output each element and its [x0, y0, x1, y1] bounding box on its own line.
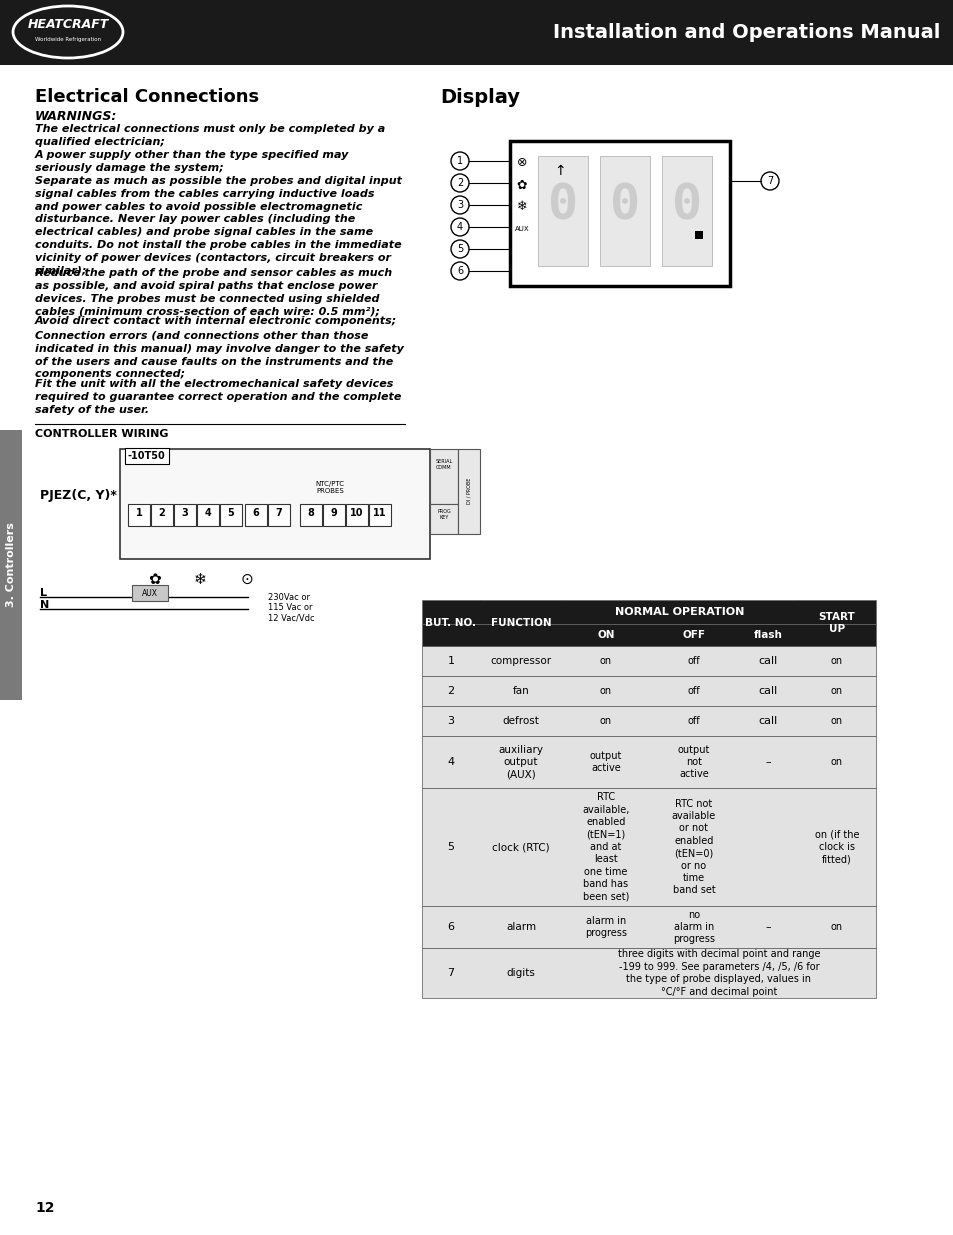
Bar	[421, 646, 875, 676]
Text: on: on	[830, 757, 842, 767]
Text: 3: 3	[447, 716, 454, 726]
Bar	[173, 504, 195, 526]
Bar	[196, 504, 219, 526]
Text: 3. Controllers: 3. Controllers	[6, 522, 16, 608]
Text: PJEZ(C, Y)*: PJEZ(C, Y)*	[40, 489, 117, 501]
Text: digits: digits	[506, 968, 535, 978]
Text: 2: 2	[158, 508, 165, 517]
Text: PROG
KEY: PROG KEY	[436, 509, 451, 520]
Text: A power supply other than the type specified may
seriously damage the system;: A power supply other than the type speci…	[35, 149, 349, 173]
Bar	[421, 600, 875, 624]
Bar	[245, 504, 267, 526]
Text: 7: 7	[766, 177, 772, 186]
Bar	[268, 504, 290, 526]
Text: 5: 5	[447, 842, 454, 852]
Text: 6: 6	[447, 923, 454, 932]
Bar	[457, 450, 479, 534]
Text: ❄: ❄	[517, 200, 527, 214]
Bar	[421, 788, 875, 906]
Bar	[220, 504, 242, 526]
Text: 5: 5	[228, 508, 234, 517]
Bar	[151, 504, 172, 526]
Bar	[323, 504, 345, 526]
Text: 4: 4	[456, 222, 462, 232]
Text: Installation and Operations Manual: Installation and Operations Manual	[552, 23, 939, 42]
Text: HEATCRAFT: HEATCRAFT	[28, 19, 109, 32]
Text: off: off	[687, 716, 700, 726]
Text: 0: 0	[547, 182, 578, 230]
Text: 1: 1	[456, 156, 462, 165]
Text: RTC not
available
or not
enabled
(tEN=0)
or no
time
band set: RTC not available or not enabled (tEN=0)…	[671, 799, 716, 895]
Text: Display: Display	[439, 88, 519, 107]
Bar	[346, 504, 368, 526]
Text: CONTROLLER WIRING: CONTROLLER WIRING	[35, 429, 169, 438]
Bar	[132, 585, 168, 601]
Bar	[695, 231, 702, 240]
Text: flash: flash	[753, 630, 781, 640]
Bar	[661, 156, 711, 266]
Text: on: on	[599, 685, 612, 697]
Bar	[0, 430, 22, 700]
Text: ✿: ✿	[517, 179, 527, 191]
Text: off: off	[687, 685, 700, 697]
Text: 4: 4	[447, 757, 454, 767]
Bar	[299, 504, 322, 526]
Bar	[369, 504, 391, 526]
Text: 6: 6	[456, 266, 462, 275]
Text: OFF: OFF	[681, 630, 705, 640]
Text: 3: 3	[181, 508, 188, 517]
Text: BUT. NO.: BUT. NO.	[425, 618, 476, 629]
Bar	[430, 504, 457, 534]
Text: START
UP: START UP	[818, 611, 855, 635]
Bar	[0, 0, 953, 65]
Text: The electrical connections must only be completed by a
qualified electrician;: The electrical connections must only be …	[35, 124, 385, 147]
Text: L: L	[40, 588, 47, 598]
Text: 1: 1	[135, 508, 142, 517]
Text: call: call	[758, 656, 777, 666]
Text: 12: 12	[35, 1200, 54, 1215]
Text: on: on	[830, 656, 842, 666]
Text: 230Vac or
115 Vac or
12 Vac/Vdc: 230Vac or 115 Vac or 12 Vac/Vdc	[268, 593, 314, 622]
Text: WARNINGS:: WARNINGS:	[35, 110, 117, 124]
Text: ✿: ✿	[149, 572, 161, 587]
Bar	[421, 736, 875, 788]
Text: output
not
active: output not active	[677, 745, 709, 779]
Text: 4: 4	[204, 508, 212, 517]
Text: 0: 0	[671, 182, 701, 230]
Text: on: on	[599, 656, 612, 666]
Bar	[537, 156, 587, 266]
Text: –: –	[764, 757, 770, 767]
Text: FUNCTION: FUNCTION	[490, 618, 551, 629]
Text: on: on	[830, 716, 842, 726]
Text: ⊗: ⊗	[517, 157, 527, 169]
Bar	[430, 450, 457, 504]
Text: DI / PROBE: DI / PROBE	[466, 478, 471, 504]
Text: SERIAL
COMM: SERIAL COMM	[435, 459, 452, 469]
Text: 11: 11	[373, 508, 386, 517]
Text: on: on	[830, 685, 842, 697]
Text: NORMAL OPERATION: NORMAL OPERATION	[615, 606, 744, 618]
Text: Fit the unit with all the electromechanical safety devices
required to guarantee: Fit the unit with all the electromechani…	[35, 379, 401, 415]
Text: three digits with decimal point and range
-199 to 999. See parameters /4, /5, /6: three digits with decimal point and rang…	[618, 948, 820, 997]
Text: Separate as much as possible the probes and digital input
signal cables from the: Separate as much as possible the probes …	[35, 177, 401, 275]
Text: 2: 2	[447, 685, 454, 697]
Bar	[421, 948, 875, 998]
Text: NTC/PTC
PROBES: NTC/PTC PROBES	[315, 480, 344, 494]
Text: Reduce the path of the probe and sensor cables as much
as possible, and avoid sp: Reduce the path of the probe and sensor …	[35, 268, 392, 316]
Text: 0: 0	[609, 182, 639, 230]
Text: defrost: defrost	[502, 716, 538, 726]
Text: compressor: compressor	[490, 656, 551, 666]
Text: 10: 10	[350, 508, 363, 517]
Text: 8: 8	[307, 508, 314, 517]
Text: on: on	[599, 716, 612, 726]
Text: Connection errors (and connections other than those
indicated in this manual) ma: Connection errors (and connections other…	[35, 331, 403, 379]
Text: fan: fan	[512, 685, 529, 697]
Bar	[120, 450, 430, 559]
Text: output
active: output active	[589, 751, 621, 773]
Text: call: call	[758, 685, 777, 697]
Text: on (if the
clock is
fitted): on (if the clock is fitted)	[814, 830, 859, 864]
Text: on: on	[830, 923, 842, 932]
Bar	[510, 141, 729, 287]
Text: Electrical Connections: Electrical Connections	[35, 88, 259, 106]
Text: ON: ON	[597, 630, 614, 640]
